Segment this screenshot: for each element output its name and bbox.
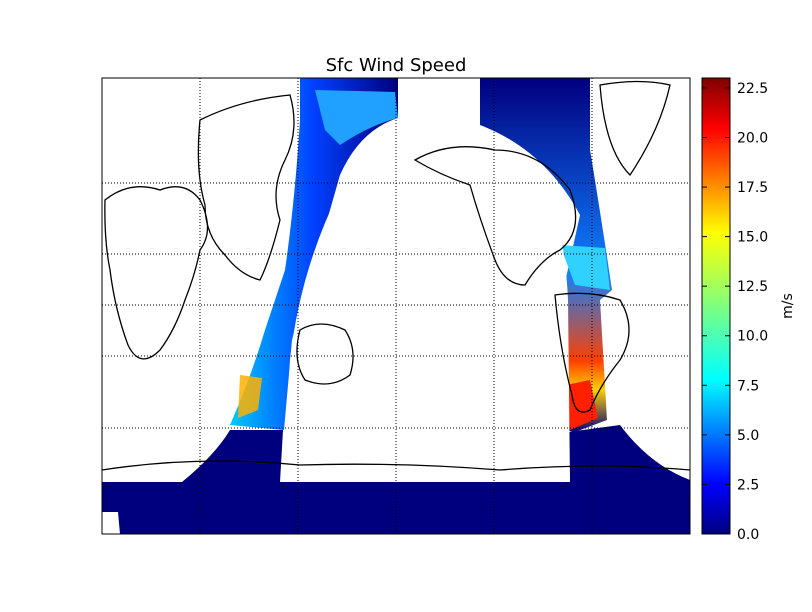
coast-australia (296, 323, 354, 385)
coastlines (102, 80, 690, 471)
map-title: Sfc Wind Speed (326, 55, 467, 76)
colorbar-tick-label: 12.5 (737, 279, 768, 295)
colorbar-tick-label: 7.5 (737, 378, 759, 394)
coast-north-america (413, 146, 577, 286)
swath-gulf-hotspot (560, 245, 610, 290)
colorbar-unit-label: m/s (780, 293, 796, 319)
coast-greenland (599, 80, 671, 177)
colorbar-ticks: 0.0 2.5 5.0 7.5 10.0 12.5 15.0 17.5 20.0 22.5 (702, 81, 768, 543)
colorbar-tick-label: 0.0 (737, 527, 759, 543)
coast-asia (197, 94, 295, 281)
swath-east-americas (480, 78, 612, 432)
colorbar-tick-label: 17.5 (737, 180, 768, 196)
swath-southern-ocean (102, 425, 690, 534)
colorbar-tick-label: 2.5 (737, 477, 759, 493)
colorbar: 0.0 2.5 5.0 7.5 10.0 12.5 15.0 17.5 20.0 22.5 m/s (701, 77, 796, 543)
colorbar-tick-label: 15.0 (737, 230, 768, 246)
swath-indian-ocean-hotspot (238, 375, 262, 418)
graticule (102, 78, 690, 534)
colorbar-tick-label: 5.0 (737, 428, 759, 444)
map-frame (101, 77, 691, 535)
wind-speed-swaths (102, 78, 690, 534)
coast-africa-europe (104, 186, 209, 360)
colorbar-tick-label: 10.0 (737, 329, 768, 345)
swath-argentina-hotspot (566, 380, 598, 430)
colorbar-tick-label: 20.0 (737, 130, 768, 146)
map-area (102, 78, 690, 534)
colorbar-tick-label: 22.5 (737, 81, 768, 97)
coast-antarctica (102, 460, 690, 471)
colorbar-ramp (702, 78, 730, 534)
colorbar-frame (701, 77, 731, 535)
no-data-arc (283, 126, 570, 482)
coast-south-america (554, 292, 630, 413)
swath-okhotsk-hotspot (315, 90, 398, 145)
